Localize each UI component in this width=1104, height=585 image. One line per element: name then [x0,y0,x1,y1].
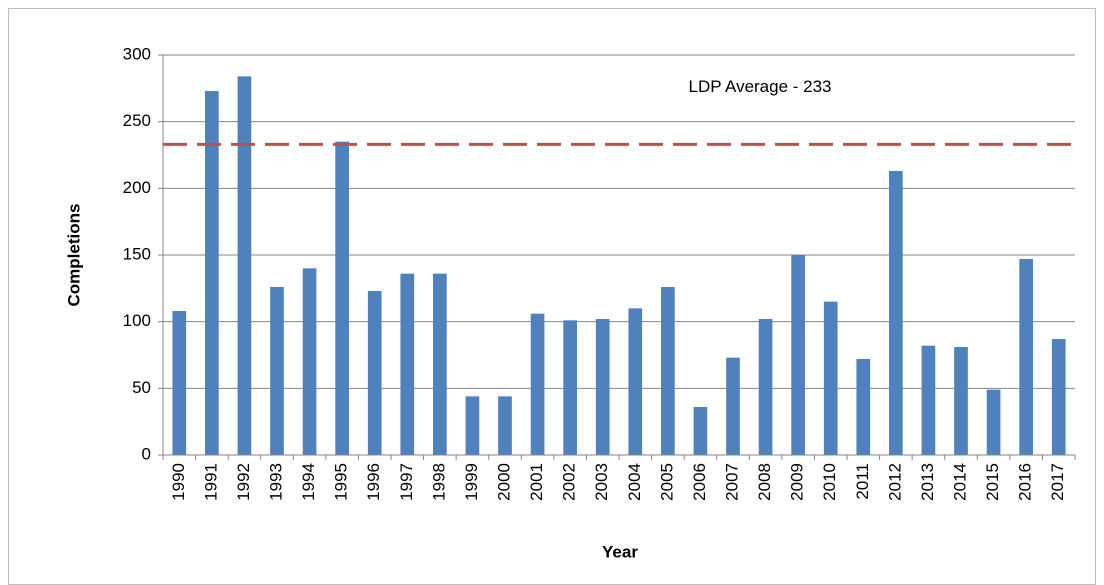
x-tick-label: 1990 [169,463,188,501]
bar [889,171,903,455]
bar [270,287,284,455]
x-tick-label: 2006 [690,463,709,501]
bar [530,313,545,455]
bar [498,396,512,455]
x-tick-label: 2016 [1016,463,1035,501]
x-tick-label: 1995 [332,463,351,501]
x-tick-label: 2000 [494,463,513,501]
x-axis-label: Year [602,542,638,561]
bar [400,273,415,455]
bar [1051,339,1066,455]
y-tick-label: 50 [132,378,151,397]
bar [954,347,968,455]
x-tick-label: 2014 [950,463,969,501]
x-tick-label: 2015 [983,463,1002,501]
bar [595,319,610,455]
bar [433,273,447,455]
x-tick-label: 2011 [853,463,872,500]
bar [856,359,871,455]
x-tick-label: 2003 [592,463,611,501]
y-axis-label: Completions [64,204,83,307]
bar [367,291,382,455]
reference-label: LDP Average - 233 [688,77,831,96]
x-tick-label: 1991 [201,463,220,501]
bar [661,287,675,455]
x-tick-label: 1993 [266,463,285,501]
y-tick-label: 250 [123,111,151,130]
x-tick-label: 2005 [657,463,676,501]
x-tick-label: 1997 [397,463,416,501]
bar [726,357,740,455]
bar [205,91,219,455]
bar [172,311,187,455]
x-tick-label: 2007 [722,463,741,501]
x-tick-label: 1998 [429,463,448,501]
x-tick-label: 2013 [918,463,937,501]
x-tick-label: 2009 [788,463,807,501]
bar [1019,259,1033,455]
bar [791,255,805,455]
x-tick-label: 2017 [1048,463,1067,501]
x-tick-label: 2004 [625,463,644,501]
bar [237,76,252,455]
y-tick-label: 0 [142,444,151,463]
bar [465,396,480,455]
y-tick-label: 200 [123,178,151,197]
y-tick-label: 150 [123,244,151,263]
bar [563,320,577,455]
x-tick-label: 2008 [755,463,774,501]
bar [628,308,643,455]
x-tick-label: 1996 [364,463,383,501]
x-tick-label: 1992 [234,463,253,501]
y-tick-label: 300 [123,44,151,63]
bar [335,141,349,455]
bar [823,301,838,455]
x-tick-label: 2002 [560,463,579,501]
bar [986,389,1001,455]
bar [693,407,708,455]
x-tick-label: 1994 [299,463,318,501]
bar [302,268,317,455]
y-tick-label: 100 [123,311,151,330]
x-tick-label: 1999 [462,463,481,501]
x-tick-label: 2001 [527,463,546,501]
bar [921,345,936,455]
x-tick-label: 2010 [820,463,839,501]
x-tick-label: 2012 [885,463,904,501]
bar [758,319,773,455]
